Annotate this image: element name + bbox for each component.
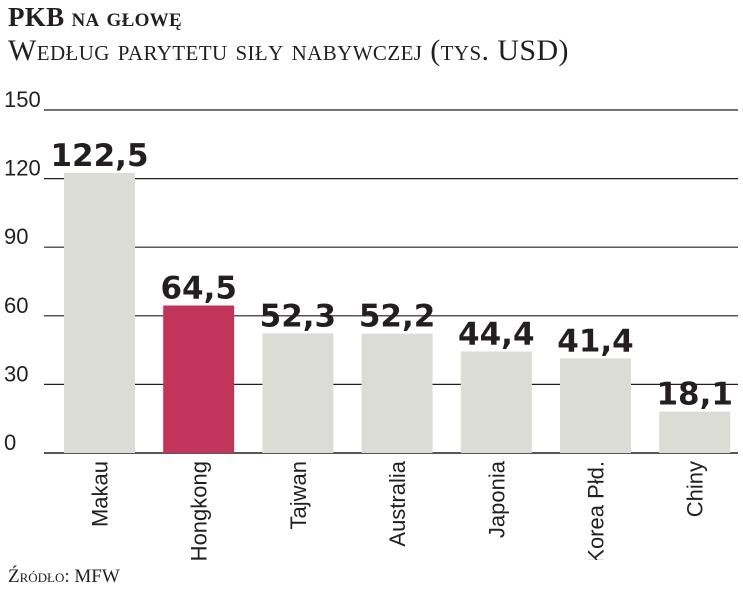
bar <box>163 305 235 453</box>
data-label: 52,3 <box>260 298 337 334</box>
y-tick-label: 60 <box>4 293 28 318</box>
x-tick-label: Chiny <box>683 461 708 517</box>
y-tick-label: 90 <box>4 224 28 249</box>
data-label: 41,4 <box>557 323 634 359</box>
y-tick-label: 150 <box>4 87 41 112</box>
data-label: 64,5 <box>160 271 237 307</box>
bar-chart: 0 30 60 90 120 150 122,5 Makau 64,5 Hongkong 52,3 T… <box>4 87 738 560</box>
x-tick-label: Hongkong <box>187 461 212 560</box>
bar <box>361 333 433 453</box>
x-tick-label: Japonia <box>484 460 509 538</box>
x-tick-label: Makau <box>88 461 113 527</box>
bar <box>460 351 532 453</box>
x-tick-label: Korea Płd. <box>584 461 609 560</box>
chart-title: PKB na głowę <box>8 2 182 32</box>
y-tick-label: 30 <box>4 361 28 386</box>
x-tick-label: Tajwan <box>286 461 311 529</box>
chart-subtitle: Według parytetu siły nabywczej (tys. USD… <box>8 34 569 67</box>
bar <box>64 172 135 453</box>
y-tick-label: 0 <box>4 430 16 455</box>
data-label: 122,5 <box>50 138 148 174</box>
x-tick-label: Australia <box>385 460 410 546</box>
bar <box>659 411 731 453</box>
bar <box>262 333 334 453</box>
y-tick-label: 120 <box>4 156 41 181</box>
source-note: Źródło: MFW <box>8 566 120 587</box>
bar <box>560 358 631 453</box>
data-label: 52,2 <box>359 299 436 335</box>
data-label: 44,4 <box>458 316 535 352</box>
data-label: 18,1 <box>656 377 733 413</box>
